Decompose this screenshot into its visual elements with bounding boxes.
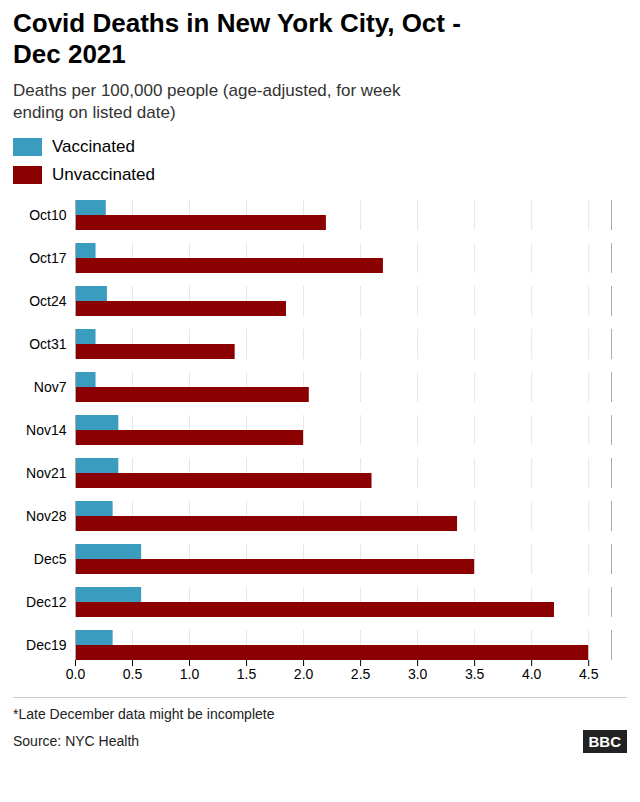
svg-text:Nov7: Nov7 <box>34 379 67 395</box>
svg-text:4.5: 4.5 <box>579 666 599 682</box>
svg-text:3.5: 3.5 <box>465 666 485 682</box>
svg-text:Oct17: Oct17 <box>29 250 67 266</box>
svg-text:0.0: 0.0 <box>66 666 86 682</box>
html-text:Deaths per 100,000 people (age: Deaths per 100,000 people (age-adjusted,… <box>13 81 401 123</box>
html-text:BBC: BBC <box>588 732 621 750</box>
html-text:Covid Deaths in New York City,: Covid Deaths in New York City, Oct - Dec… <box>13 8 461 70</box>
svg-text:1.0: 1.0 <box>180 666 200 682</box>
html-text:Vaccinated: Vaccinated <box>52 136 135 156</box>
svg-text:1.5: 1.5 <box>237 666 257 682</box>
svg-text:4.0: 4.0 <box>522 666 542 682</box>
html-text:Source: NYC Health: Source: NYC Health <box>13 733 140 750</box>
svg-text:Oct31: Oct31 <box>29 336 67 352</box>
svg-text:Nov28: Nov28 <box>26 508 67 524</box>
html-text:*Late December data might be i: *Late December data might be incomplete <box>13 705 275 722</box>
svg-text:3.0: 3.0 <box>408 666 428 682</box>
svg-text:Oct10: Oct10 <box>29 207 67 223</box>
svg-text:Nov21: Nov21 <box>26 465 67 481</box>
svg-text:0.5: 0.5 <box>123 666 143 682</box>
html-text:Unvaccinated: Unvaccinated <box>52 164 155 184</box>
svg-text:Dec5: Dec5 <box>34 551 67 567</box>
svg-text:2.5: 2.5 <box>351 666 371 682</box>
svg-text:Dec19: Dec19 <box>26 637 67 653</box>
svg-text:Dec12: Dec12 <box>26 594 67 610</box>
svg-text:Nov14: Nov14 <box>26 422 67 438</box>
svg-text:Oct24: Oct24 <box>29 293 67 309</box>
svg-text:2.0: 2.0 <box>294 666 314 682</box>
